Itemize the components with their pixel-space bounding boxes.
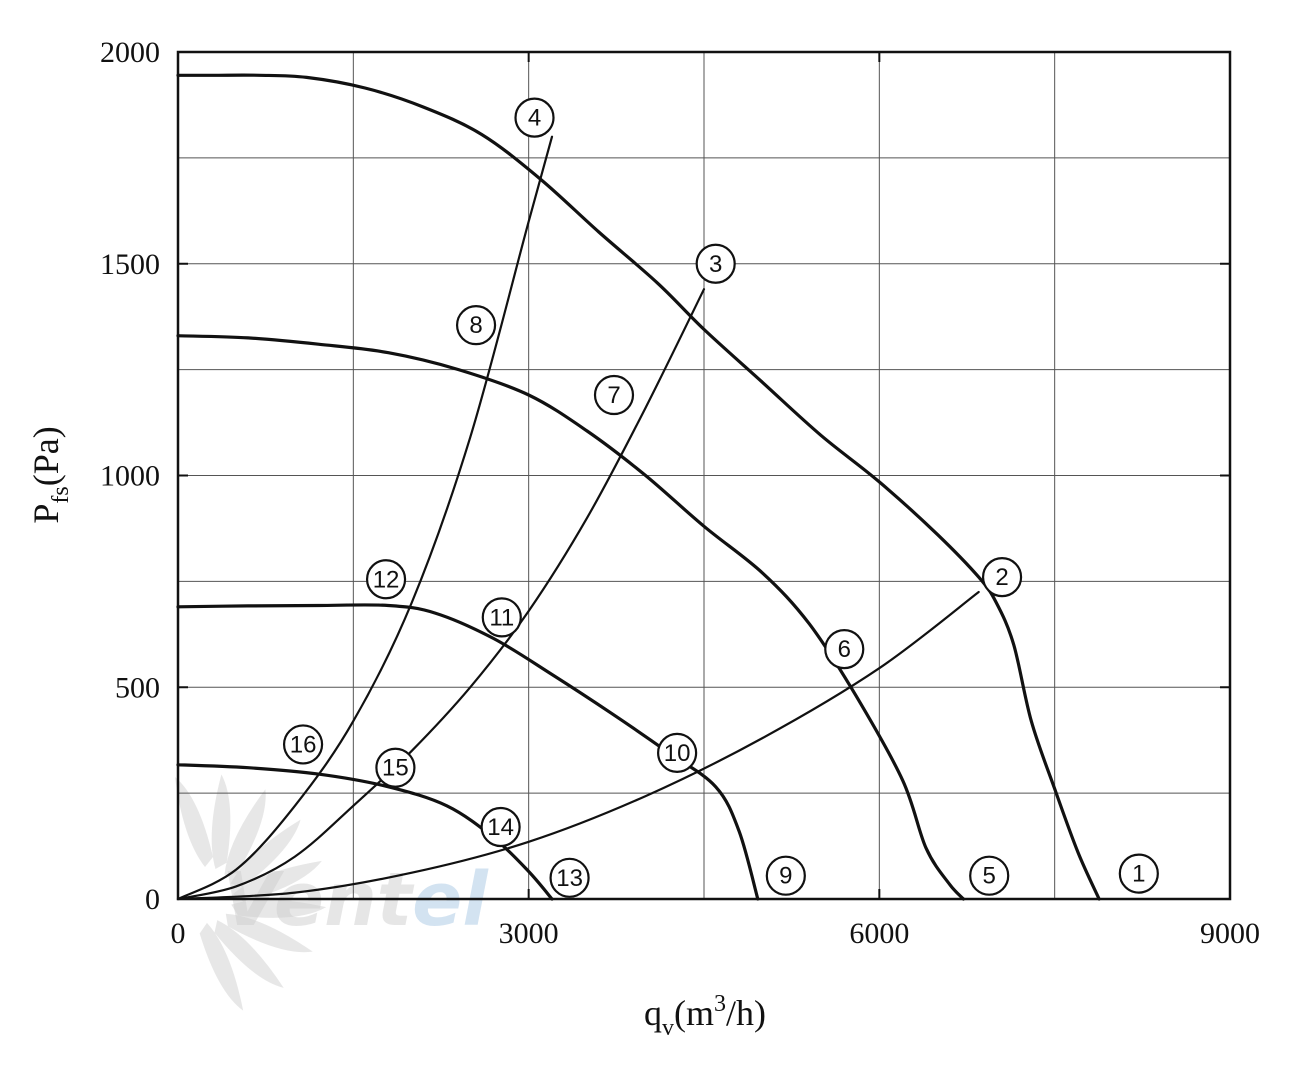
marker-label: 15 — [382, 755, 409, 782]
marker-label: 6 — [838, 636, 851, 663]
watermark-blade — [211, 774, 231, 870]
watermark-blade — [199, 922, 244, 1011]
marker-circle — [365, 559, 407, 600]
marker-label: 8 — [469, 312, 482, 339]
marker-circle — [657, 732, 698, 773]
curve-marker-5: 5 — [969, 855, 1010, 896]
fan-curve-5 — [176, 334, 966, 901]
marker-label: 10 — [664, 740, 691, 767]
curve-marker-15: 15 — [375, 747, 416, 788]
watermark-blade — [214, 920, 284, 988]
y-tick-label: 2000 — [100, 36, 160, 69]
marker-circle — [981, 557, 1023, 598]
x-tick-label: 3000 — [499, 917, 559, 950]
marker-circle — [824, 629, 865, 670]
watermark-blade — [231, 899, 327, 918]
marker-circle — [1118, 853, 1159, 894]
marker-circle — [481, 597, 522, 638]
curve-marker-3: 3 — [695, 243, 736, 284]
marker-label: 13 — [556, 865, 583, 892]
x-tick-label: 6000 — [849, 917, 909, 950]
marker-circle — [695, 243, 736, 284]
marker-circle — [593, 374, 635, 416]
marker-label: 11 — [489, 604, 514, 631]
watermark-blade — [224, 789, 266, 875]
curve-marker-8: 8 — [455, 305, 497, 346]
fan-curve-9 — [176, 603, 760, 901]
marker-circle — [480, 806, 521, 848]
curve-marker-14: 14 — [480, 806, 521, 848]
marker-circle — [969, 855, 1010, 896]
curve-marker-1: 1 — [1118, 853, 1159, 894]
marker-circle — [514, 97, 555, 138]
marker-circle — [549, 857, 590, 898]
system-curve-2-6-10-14 — [176, 590, 980, 901]
x-tick-label: 0 — [171, 917, 186, 950]
x-tick-label: 9000 — [1200, 917, 1260, 950]
curve-marker-2: 2 — [981, 557, 1023, 598]
system-curve-4-8-12-16 — [176, 135, 554, 901]
curve-marker-13: 13 — [549, 857, 590, 898]
ventel-watermark: Ventel — [175, 774, 489, 1011]
curve-marker-16: 16 — [282, 724, 324, 765]
y-axis-label: Pfs(Pa) — [26, 426, 74, 523]
y-tick-label: 500 — [115, 671, 160, 704]
y-tick-label: 1000 — [100, 460, 160, 493]
fan-curve-1 — [176, 73, 1101, 901]
marker-label: 2 — [995, 564, 1008, 591]
watermark-blade — [232, 860, 322, 902]
curves-layer — [176, 73, 1101, 901]
y-tick-label: 1500 — [100, 248, 160, 281]
watermark-blade — [230, 819, 301, 887]
curve-marker-7: 7 — [593, 374, 635, 416]
marker-label: 14 — [487, 814, 514, 841]
curve-marker-4: 4 — [514, 97, 555, 138]
marker-circle — [282, 724, 324, 765]
marker-label: 3 — [709, 251, 722, 278]
curve-marker-6: 6 — [824, 629, 865, 670]
marker-label: 9 — [779, 863, 792, 890]
marker-circle — [765, 855, 806, 896]
marker-label: 4 — [528, 105, 541, 132]
curve-marker-10: 10 — [657, 732, 698, 773]
curve-marker-9: 9 — [765, 855, 806, 896]
curve-marker-11: 11 — [481, 597, 522, 638]
curve-marker-12: 12 — [365, 559, 407, 600]
watermark-blade — [175, 777, 213, 867]
system-curve-3-7-11-15 — [176, 288, 706, 901]
x-axis-label: qv(m3/h) — [644, 991, 766, 1041]
marker-label: 7 — [607, 382, 620, 409]
marker-label: 16 — [290, 731, 317, 758]
marker-circle — [375, 747, 416, 788]
marker-circle — [455, 305, 497, 346]
grid-lines — [178, 52, 1230, 899]
marker-label: 5 — [983, 863, 996, 890]
marker-label: 1 — [1132, 861, 1145, 888]
y-tick-label: 0 — [145, 883, 160, 916]
watermark-blade — [225, 913, 313, 953]
marker-label: 12 — [373, 566, 400, 593]
fan-curve-13 — [176, 763, 554, 901]
axis-ticks: 0 3000 6000 9000 0 500 1000 1500 2000 — [100, 36, 1260, 950]
